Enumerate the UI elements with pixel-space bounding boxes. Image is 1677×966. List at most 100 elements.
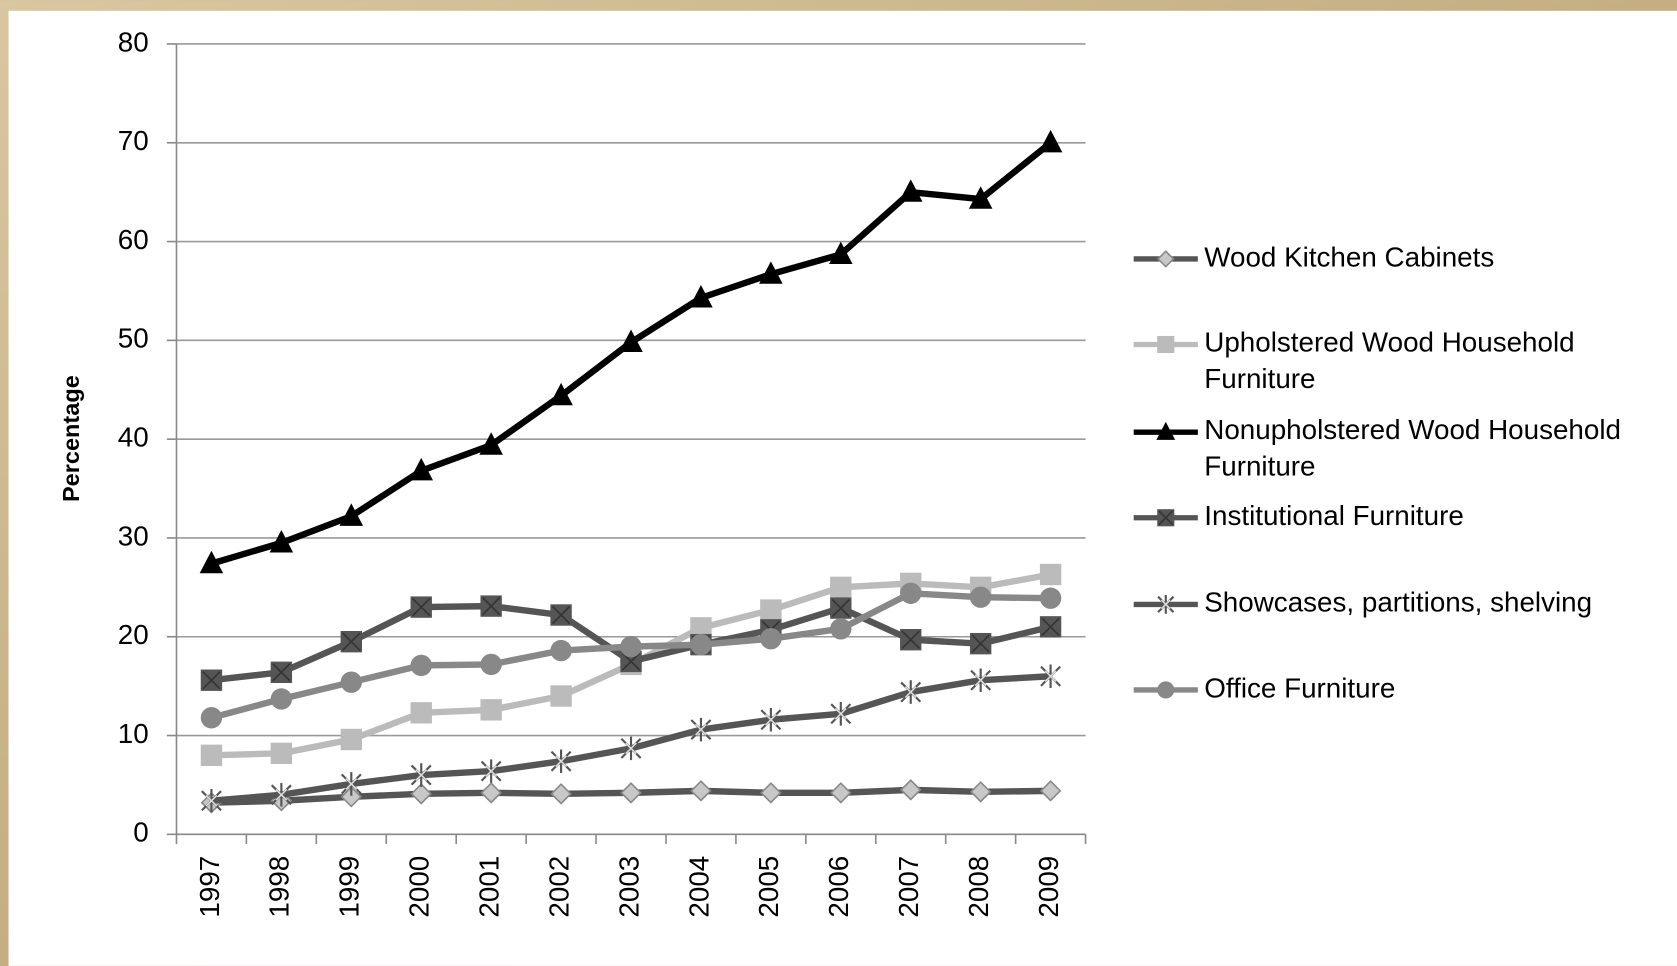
marker: [479, 432, 503, 455]
marker-shape: [898, 179, 923, 202]
y-tick-label: 70: [118, 125, 149, 156]
y-tick-label: 40: [118, 421, 149, 452]
marker: [619, 329, 643, 352]
marker-shape: [830, 576, 852, 599]
marker: [340, 671, 362, 693]
x-tick-label: 2002: [543, 856, 574, 918]
marker-shape: [971, 634, 990, 653]
marker-shape: [270, 742, 293, 765]
marker-shape: [340, 786, 363, 808]
marker-shape: [550, 685, 572, 707]
marker: [689, 285, 713, 308]
marker: [270, 688, 293, 710]
marker-shape: [689, 285, 713, 308]
marker: [899, 779, 922, 801]
marker-shape: [900, 582, 922, 604]
y-tick-label: 50: [118, 323, 149, 354]
marker: [409, 457, 433, 481]
marker: [620, 650, 642, 673]
marker: [830, 618, 852, 640]
marker: [1038, 129, 1063, 153]
marker-shape: [620, 782, 642, 804]
marker: [339, 503, 364, 526]
marker: [829, 241, 853, 265]
marker: [480, 759, 502, 783]
marker: [340, 630, 362, 653]
marker: [1040, 664, 1061, 689]
marker: [760, 707, 782, 732]
marker: [340, 728, 362, 751]
marker-shape: [480, 782, 502, 804]
marker-shape: [482, 596, 501, 616]
x-tick-label: 1998: [264, 856, 295, 918]
marker: [410, 763, 432, 787]
marker: [1039, 587, 1062, 609]
marker-shape: [969, 586, 992, 608]
marker-shape: [969, 781, 992, 803]
marker: [690, 633, 712, 656]
marker-shape: [974, 674, 987, 687]
marker-shape: [275, 788, 288, 801]
marker: [900, 680, 922, 704]
marker: [620, 782, 642, 804]
marker: [270, 783, 292, 807]
marker-shape: [410, 654, 432, 677]
marker: [620, 736, 642, 761]
marker-shape: [625, 742, 637, 755]
marker: [830, 702, 852, 726]
marker: [1157, 681, 1175, 699]
marker-shape: [410, 702, 432, 724]
x-tick-label: 2001: [473, 856, 504, 918]
x-tick-label: 2004: [683, 856, 714, 918]
marker: [830, 576, 852, 599]
marker-shape: [480, 699, 502, 721]
y-tick-label: 10: [118, 718, 149, 749]
marker: [199, 550, 224, 574]
marker-shape: [1038, 129, 1063, 153]
marker-shape: [1156, 250, 1175, 268]
marker: [270, 742, 293, 765]
marker-shape: [412, 597, 431, 617]
marker-shape: [829, 241, 853, 265]
marker-shape: [272, 663, 291, 682]
marker: [1157, 509, 1175, 527]
marker-shape: [202, 671, 221, 690]
marker-shape: [1039, 780, 1062, 802]
marker-shape: [695, 723, 707, 736]
marker: [269, 530, 294, 553]
marker-shape: [340, 728, 362, 751]
x-tick-label: 2005: [753, 856, 784, 918]
marker-shape: [1039, 587, 1062, 609]
marker: [900, 629, 922, 651]
panel: [8, 10, 1677, 966]
y-tick-label: 60: [118, 224, 149, 255]
marker-shape: [200, 707, 223, 729]
marker-shape: [830, 782, 852, 804]
marker-shape: [270, 688, 293, 710]
legend-label: Institutional Furniture: [1204, 500, 1464, 531]
marker: [550, 749, 572, 773]
marker: [200, 669, 223, 691]
legend-label: Showcases, partitions, shelving: [1204, 587, 1592, 618]
marker-shape: [901, 630, 920, 649]
marker-shape: [205, 794, 218, 807]
marker: [410, 783, 432, 805]
x-tick-label: 1997: [194, 856, 225, 918]
x-tick-label: 2000: [404, 856, 435, 918]
marker-shape: [1160, 599, 1171, 610]
marker-shape: [760, 599, 782, 621]
marker: [968, 186, 993, 209]
marker: [201, 788, 222, 813]
legend-label: Wood Kitchen Cabinets: [1204, 241, 1494, 272]
marker-shape: [760, 782, 782, 804]
marker: [690, 780, 712, 802]
marker-shape: [834, 707, 847, 720]
marker: [759, 261, 783, 284]
marker-shape: [339, 503, 364, 526]
y-tick-label: 80: [118, 26, 149, 57]
marker-shape: [1041, 617, 1060, 636]
marker: [200, 744, 223, 766]
marker: [898, 179, 923, 202]
marker-shape: [340, 671, 362, 693]
marker-shape: [551, 605, 571, 625]
